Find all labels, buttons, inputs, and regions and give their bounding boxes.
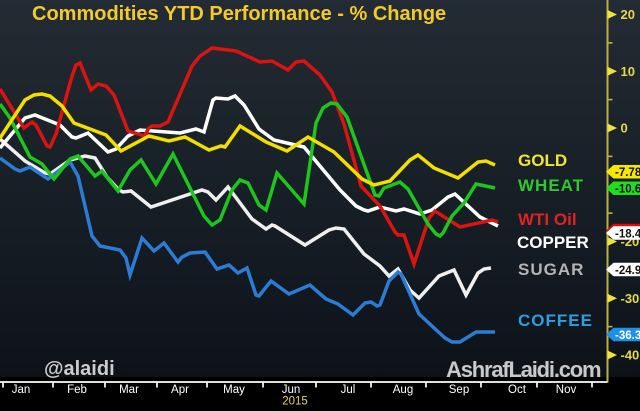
svg-text:Jul: Jul: [341, 384, 356, 396]
svg-text:Mar: Mar: [119, 384, 139, 396]
svg-text:-30: -30: [621, 291, 640, 306]
svg-text:-36.33: -36.33: [615, 330, 640, 342]
svg-text:Feb: Feb: [67, 384, 87, 396]
svg-text:-10.64: -10.64: [615, 184, 640, 196]
svg-text:20: 20: [621, 7, 635, 22]
svg-text:May: May: [223, 384, 245, 396]
svg-text:Jan: Jan: [12, 384, 31, 396]
svg-text:0: 0: [621, 121, 628, 136]
svg-text:Jun: Jun: [282, 384, 301, 396]
svg-text:Sep: Sep: [449, 384, 469, 396]
svg-text:Oct: Oct: [508, 384, 527, 396]
svg-text:Aug: Aug: [393, 384, 413, 396]
svg-text:-7.782: -7.782: [615, 167, 640, 179]
svg-text:-40: -40: [621, 348, 640, 363]
svg-text:2015: 2015: [282, 396, 308, 408]
svg-text:-18.47: -18.47: [615, 228, 640, 240]
svg-text:Nov: Nov: [556, 384, 577, 396]
svg-text:10: 10: [621, 64, 635, 79]
svg-text:Apr: Apr: [171, 384, 189, 396]
svg-text:-24.98: -24.98: [615, 265, 640, 277]
